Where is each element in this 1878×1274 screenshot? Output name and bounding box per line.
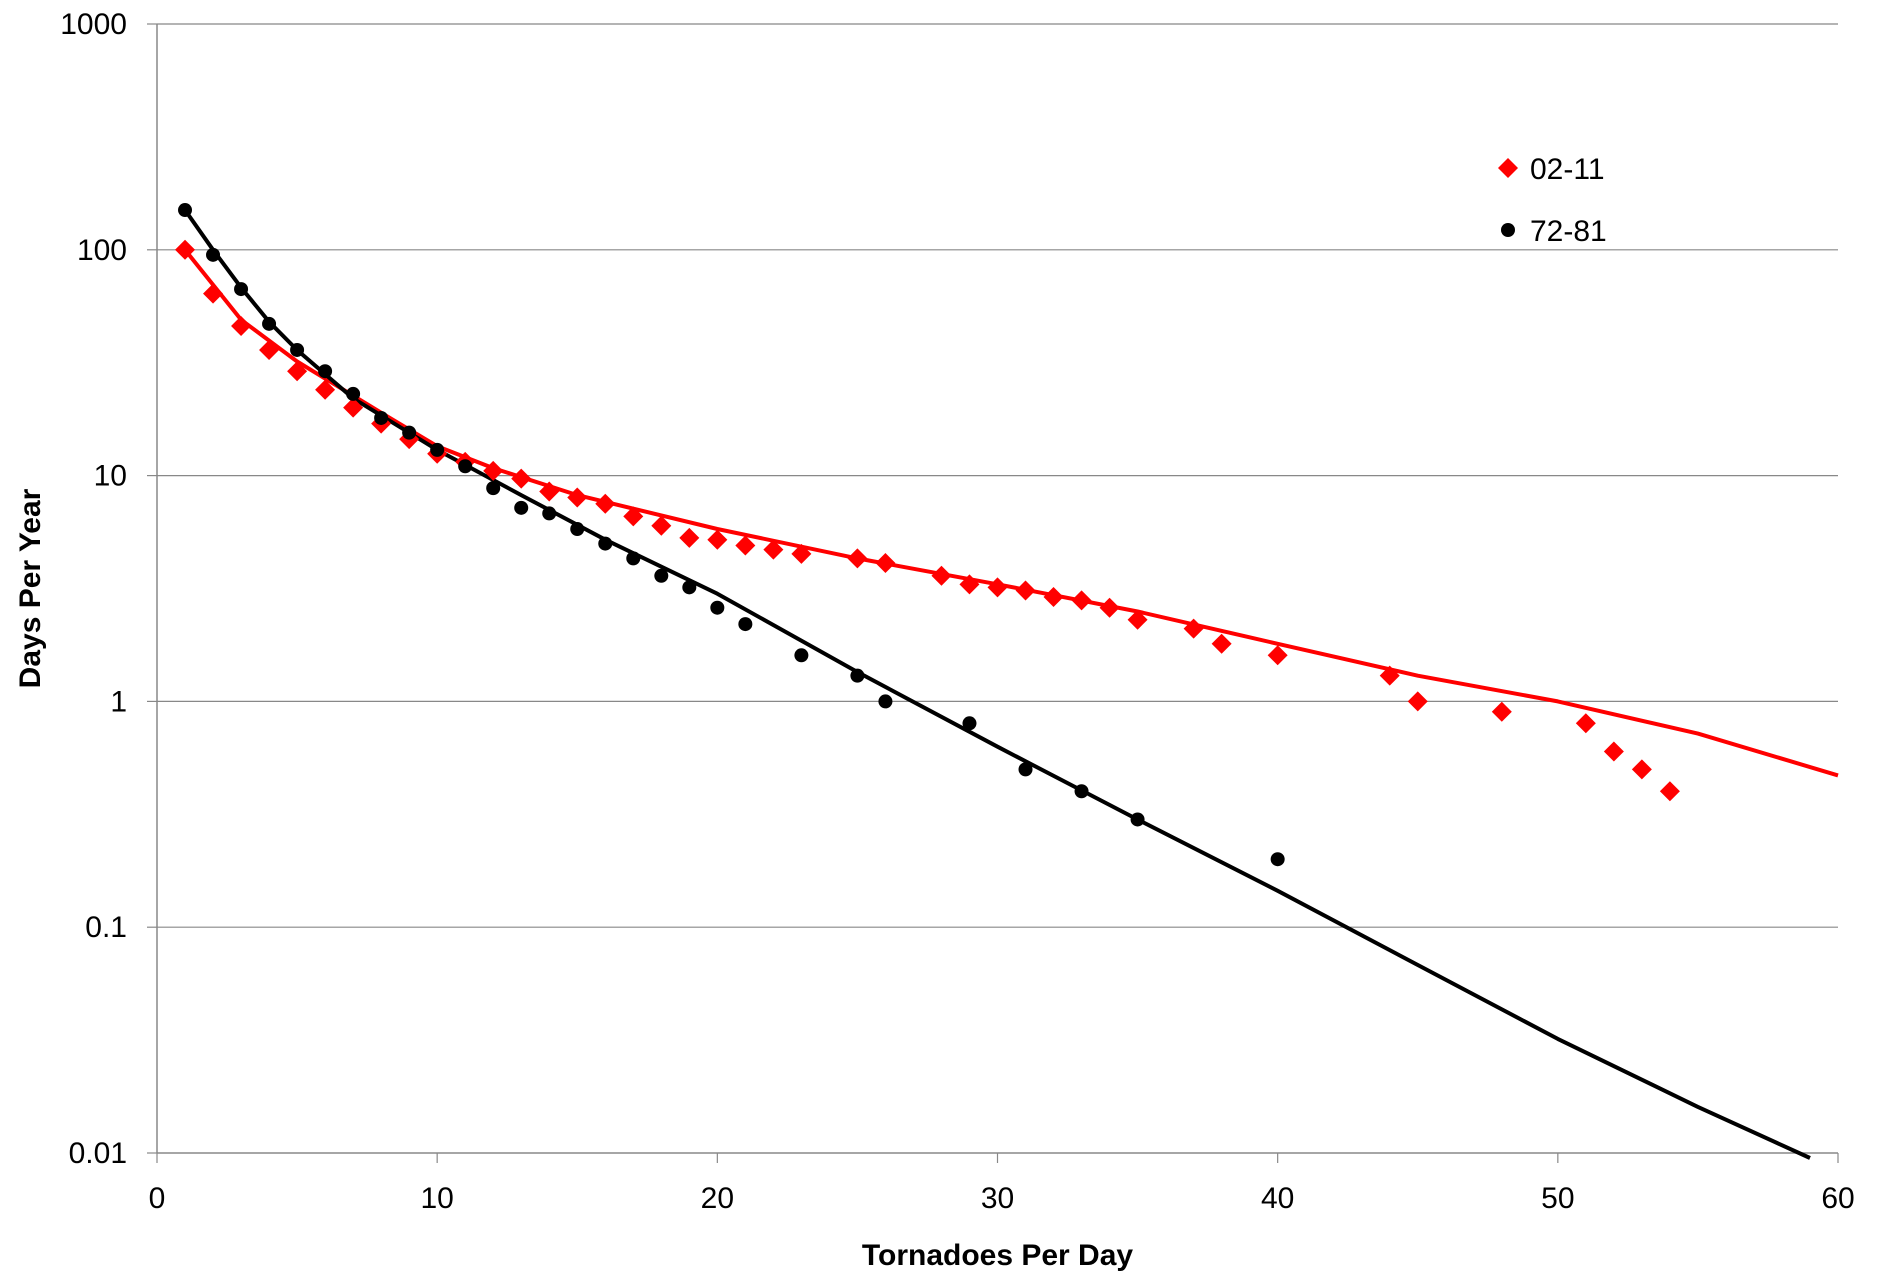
point-02-11 bbox=[1379, 665, 1400, 686]
point-72-81 bbox=[1074, 784, 1089, 799]
point-02-11 bbox=[1407, 691, 1428, 712]
point-02-11 bbox=[287, 361, 308, 382]
point-72-81 bbox=[654, 568, 669, 583]
x-axis-title: Tornadoes Per Day bbox=[862, 1239, 1134, 1272]
point-72-81 bbox=[374, 410, 389, 425]
point-72-81 bbox=[206, 247, 221, 262]
point-02-11 bbox=[707, 529, 728, 550]
point-02-11 bbox=[651, 515, 672, 536]
point-02-11 bbox=[231, 315, 252, 336]
point-02-11 bbox=[315, 379, 336, 400]
point-72-81 bbox=[738, 617, 753, 632]
point-72-81 bbox=[514, 500, 529, 515]
axes bbox=[147, 23, 1839, 1163]
y-tick-label: 1 bbox=[110, 685, 127, 718]
point-72-81 bbox=[570, 522, 585, 537]
point-72-81 bbox=[1130, 812, 1145, 827]
point-02-11 bbox=[567, 487, 588, 508]
point-72-81 bbox=[794, 648, 809, 663]
point-02-11 bbox=[595, 493, 616, 514]
point-02-11 bbox=[987, 577, 1008, 598]
x-tick-label: 0 bbox=[149, 1182, 166, 1215]
point-72-81 bbox=[626, 551, 641, 566]
point-72-81 bbox=[850, 668, 865, 683]
point-72-81 bbox=[262, 316, 277, 331]
point-02-11 bbox=[1575, 713, 1596, 734]
point-72-81 bbox=[542, 506, 557, 521]
y-tick-label: 1000 bbox=[60, 8, 127, 41]
point-72-81 bbox=[682, 580, 697, 595]
data-points bbox=[175, 203, 1680, 867]
point-72-81 bbox=[290, 342, 305, 357]
point-02-11 bbox=[791, 543, 812, 564]
point-02-11 bbox=[1015, 580, 1036, 601]
x-tick-label: 40 bbox=[1261, 1182, 1294, 1215]
point-72-81 bbox=[458, 459, 473, 474]
point-72-81 bbox=[486, 481, 501, 496]
point-02-11 bbox=[1071, 590, 1092, 611]
legend-label-72-81: 72-81 bbox=[1530, 215, 1607, 248]
point-02-11 bbox=[1043, 586, 1064, 607]
point-02-11 bbox=[1211, 633, 1232, 654]
point-72-81 bbox=[710, 600, 725, 615]
point-02-11 bbox=[1603, 741, 1624, 762]
point-72-81 bbox=[1018, 762, 1033, 777]
x-tick-label: 10 bbox=[420, 1182, 453, 1215]
point-02-11 bbox=[1267, 645, 1288, 666]
point-02-11 bbox=[735, 535, 756, 556]
point-72-81 bbox=[598, 536, 613, 551]
point-02-11 bbox=[539, 481, 560, 502]
x-tick-label: 20 bbox=[701, 1182, 734, 1215]
point-02-11 bbox=[959, 574, 980, 595]
point-02-11 bbox=[259, 339, 280, 360]
point-02-11 bbox=[1631, 759, 1652, 780]
legend-label-02-11: 02-11 bbox=[1530, 153, 1605, 186]
y-tick-label: 0.01 bbox=[69, 1137, 127, 1170]
point-02-11 bbox=[1183, 618, 1204, 639]
legend: 02-11 72-81 bbox=[1498, 153, 1607, 248]
point-02-11 bbox=[203, 283, 224, 304]
trend-line-72-81 bbox=[183, 208, 1811, 1160]
tick-labels: 0.01 0.1 1 10 100 1000 0 10 20 30 40 50 60 bbox=[60, 8, 1854, 1215]
point-72-81 bbox=[430, 442, 445, 457]
y-tick-label: 100 bbox=[77, 234, 127, 267]
point-02-11 bbox=[343, 397, 364, 418]
point-02-11 bbox=[875, 553, 896, 574]
trend-lines bbox=[183, 208, 1839, 1160]
point-72-81 bbox=[178, 203, 193, 218]
point-72-81 bbox=[402, 425, 417, 440]
point-02-11 bbox=[679, 527, 700, 548]
point-02-11 bbox=[931, 565, 952, 586]
x-tick-label: 60 bbox=[1821, 1182, 1854, 1215]
point-02-11 bbox=[1099, 597, 1120, 618]
x-tick-label: 50 bbox=[1541, 1182, 1574, 1215]
point-02-11 bbox=[763, 539, 784, 560]
point-02-11 bbox=[483, 460, 504, 481]
point-72-81 bbox=[1270, 852, 1285, 867]
point-72-81 bbox=[962, 716, 977, 731]
point-02-11 bbox=[623, 506, 644, 527]
point-02-11 bbox=[1127, 609, 1148, 630]
point-02-11 bbox=[1491, 701, 1512, 722]
x-tick-label: 30 bbox=[981, 1182, 1014, 1215]
y-axis-title: Days Per Year bbox=[14, 488, 47, 688]
legend-marker-72-81 bbox=[1501, 223, 1515, 237]
point-02-11 bbox=[1659, 781, 1680, 802]
point-72-81 bbox=[234, 282, 249, 297]
y-tick-label: 0.1 bbox=[85, 911, 127, 944]
point-72-81 bbox=[878, 694, 893, 709]
point-72-81 bbox=[346, 386, 361, 401]
point-02-11 bbox=[175, 239, 196, 260]
legend-marker-02-11 bbox=[1498, 158, 1518, 178]
point-02-11 bbox=[511, 468, 532, 489]
point-72-81 bbox=[318, 364, 333, 379]
point-02-11 bbox=[847, 548, 868, 569]
y-tick-label: 10 bbox=[94, 460, 127, 493]
